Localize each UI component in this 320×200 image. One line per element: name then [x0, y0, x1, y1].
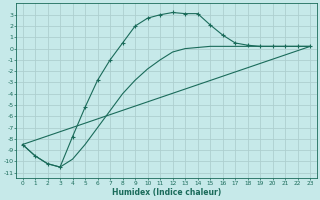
X-axis label: Humidex (Indice chaleur): Humidex (Indice chaleur)	[112, 188, 221, 197]
